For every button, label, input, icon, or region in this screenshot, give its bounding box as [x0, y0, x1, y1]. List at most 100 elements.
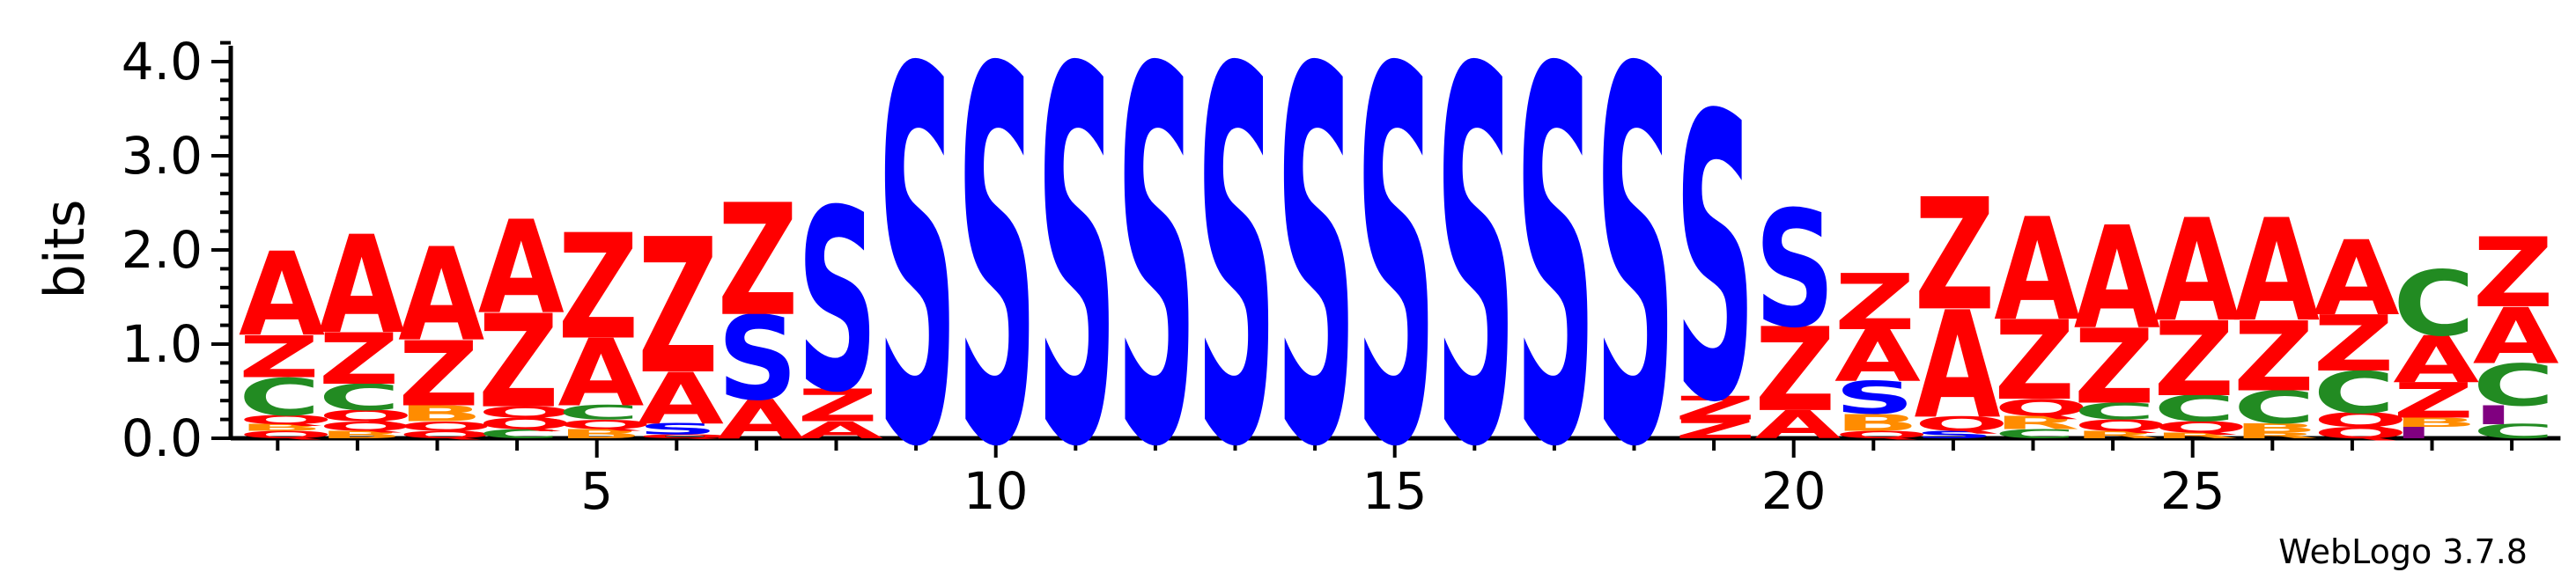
- logo-letter: Q: [2153, 419, 2248, 437]
- logo-letter: C: [2153, 388, 2235, 429]
- logo-letter: A: [398, 221, 484, 371]
- logo-column: S: [1595, 0, 1675, 560]
- y-tick-label: 2.0: [122, 220, 203, 280]
- logo-column: S: [1196, 0, 1276, 560]
- logo-letter: S: [638, 421, 718, 438]
- logo-column: S: [1276, 0, 1356, 560]
- x-tick-label: 10: [963, 461, 1029, 521]
- logo-column: AZS: [797, 157, 883, 448]
- logo-letter: C: [2074, 398, 2156, 425]
- logo-letter: C: [478, 427, 560, 442]
- logo-column: AZS: [1754, 177, 1841, 447]
- logo-letter: C: [2473, 351, 2555, 419]
- logo-letter: Z: [1754, 304, 1835, 438]
- logo-column: S: [877, 0, 957, 560]
- logo-letter: A: [2153, 190, 2240, 354]
- logo-letter: A: [239, 228, 325, 363]
- logo-letter: S: [797, 157, 877, 448]
- logo-letter: S: [877, 0, 957, 560]
- logo-letter: Z: [718, 171, 799, 350]
- x-tick-label: 20: [1761, 461, 1827, 521]
- x-tick-label: 15: [1362, 461, 1428, 521]
- y-axis-label: bits: [33, 199, 97, 298]
- logo-letter: C: [2233, 381, 2315, 434]
- logo-column: ASZ: [718, 171, 804, 451]
- logo-letter: Q: [398, 429, 493, 440]
- logo-letter: Z: [797, 379, 878, 432]
- logo-letter: A: [638, 358, 724, 440]
- logo-letter: R: [1994, 413, 2079, 434]
- logo-letter: Z: [1834, 258, 1915, 348]
- logo-letter: S: [1675, 33, 1755, 488]
- logo-letter: A: [1834, 316, 1921, 398]
- logo-column: S: [1037, 0, 1117, 560]
- logo-letter: A: [2074, 197, 2160, 361]
- logo-column: S: [956, 0, 1037, 560]
- logo-letter: Q: [2314, 409, 2409, 431]
- logo-letter: B: [2233, 421, 2318, 436]
- logo-letter: C: [2314, 359, 2395, 427]
- logo-letter: A: [319, 209, 405, 365]
- logo-letter: S: [1117, 0, 1197, 560]
- logo-letter: Z: [1994, 297, 2075, 424]
- logo-letter: Z: [557, 203, 638, 372]
- logo-letter: C: [2393, 252, 2475, 356]
- logo-letter: Q: [2074, 416, 2169, 434]
- logo-letter: A: [1915, 280, 2001, 451]
- logo-letter: C: [1994, 427, 2076, 442]
- logo-letter: S: [1037, 0, 1117, 560]
- logo-letter: Q: [638, 434, 733, 440]
- logo-letter: A: [478, 194, 565, 343]
- logo-letter: Q: [319, 407, 414, 425]
- logo-letter: S: [718, 292, 798, 427]
- y-tick-label: 0.0: [122, 408, 203, 468]
- logo-letter: A: [1754, 403, 1841, 448]
- logo-letter: Z: [2314, 299, 2395, 389]
- y-tick-label: 3.0: [122, 126, 203, 186]
- logo-letter: Z: [2233, 301, 2314, 413]
- logo-letter: S: [1516, 0, 1596, 560]
- logo-letter: Q: [478, 415, 573, 432]
- logo-letter: A: [1994, 189, 2080, 353]
- logo-column: S: [1436, 0, 1516, 560]
- logo-column: S: [1117, 0, 1197, 560]
- logo-letter: C: [557, 402, 639, 424]
- logo-letter: B: [1834, 409, 1919, 437]
- logo-letter: B: [2393, 415, 2477, 430]
- logo-letter: I: [2473, 400, 2514, 430]
- logo-letter: S: [1915, 429, 1995, 440]
- logo-letter: Z: [2074, 307, 2155, 427]
- logo-letter: Z: [478, 288, 559, 437]
- plot-axes: 0.0 1.0 2.0 3.0 4.0 5 10 15 20 25: [122, 32, 2561, 521]
- logo-letter: C: [239, 368, 321, 427]
- weblogo-version-label: WebLogo 3.7.8: [2278, 532, 2528, 571]
- logo-letter: A: [718, 389, 804, 451]
- logo-letter: S: [1754, 177, 1834, 363]
- logo-letter: Q: [2314, 424, 2409, 442]
- logo-letter: S: [1834, 372, 1915, 425]
- logo-letter: Q: [1834, 429, 1930, 440]
- logo-letter: Z: [1915, 165, 1996, 345]
- logo-letter: Q: [557, 417, 653, 432]
- x-tick-label: 25: [2160, 461, 2225, 521]
- logo-column: ZZS: [1675, 33, 1756, 488]
- logo-letter: Q: [478, 403, 573, 421]
- logo-letter: S: [1196, 0, 1276, 560]
- y-tick-label: 1.0: [122, 314, 203, 374]
- logo-letter: Q: [239, 413, 334, 428]
- logo-letter: C: [2473, 421, 2555, 443]
